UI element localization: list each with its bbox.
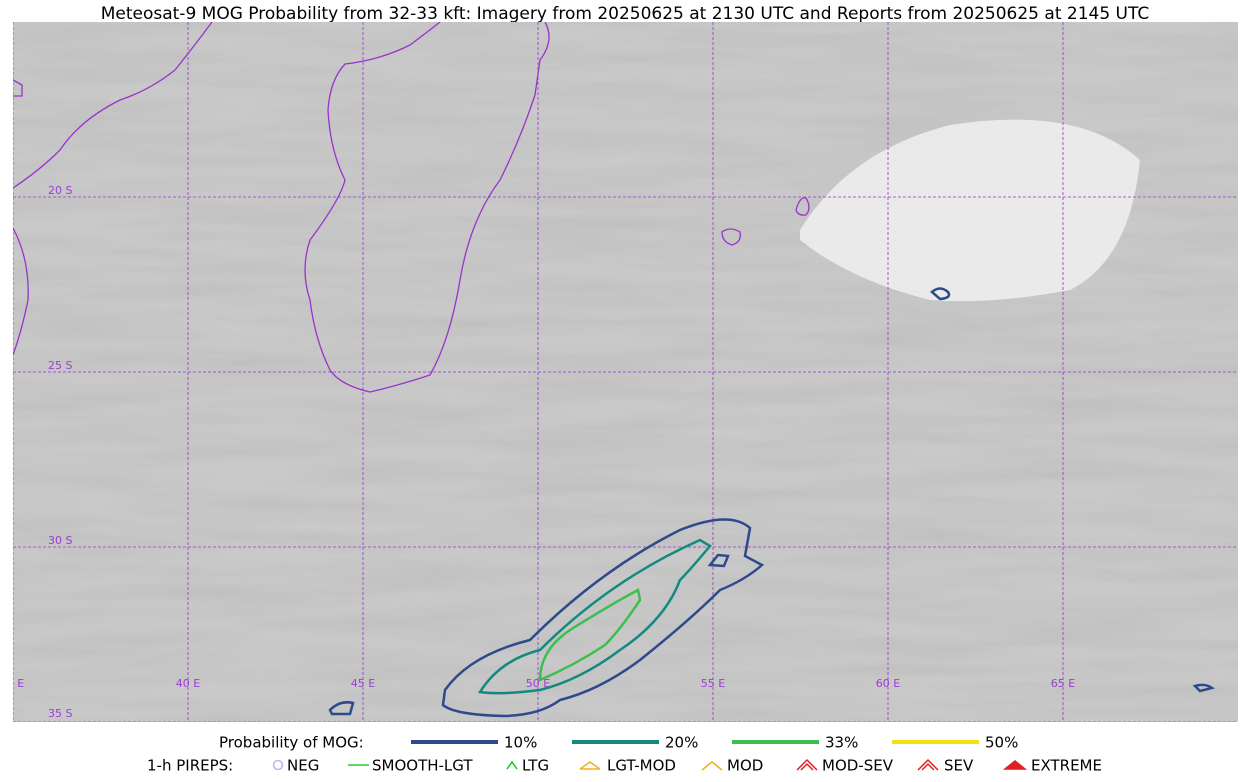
contour-10-sw <box>328 701 355 716</box>
contour-33 <box>538 588 642 682</box>
lon-label: 35 E <box>0 677 24 690</box>
pirep-icon <box>506 760 518 770</box>
lon-label: 65 E <box>1051 677 1075 690</box>
legend-label: SEV <box>944 757 974 775</box>
coastlines <box>13 22 810 393</box>
legend-label: 50% <box>985 734 1018 752</box>
legend-title: Probability of MOG: <box>219 734 364 752</box>
lat-label: 25 S <box>48 359 72 372</box>
legend-label: MOD <box>727 757 763 775</box>
coast-reunion <box>721 228 741 246</box>
contour-20 <box>477 538 712 695</box>
contour-10-small <box>707 553 730 568</box>
pirep-icon <box>701 761 723 771</box>
legend-label: NEG <box>287 757 319 775</box>
legend-label: LTG <box>522 757 549 775</box>
legend-label: 20% <box>665 734 698 752</box>
legend-label: 10% <box>504 734 537 752</box>
title: Meteosat-9 MOG Probability from 32-33 kf… <box>101 4 1150 24</box>
pirep-icon <box>1002 760 1028 770</box>
cloud-mass <box>800 119 1140 302</box>
pirep-icon <box>579 761 601 770</box>
lon-label: 40 E <box>176 677 200 690</box>
coast-islet <box>13 79 23 97</box>
contour-10 <box>441 518 765 718</box>
coast-africa-south <box>13 227 29 356</box>
legend-label: MOD-SEV <box>822 757 894 775</box>
pirep-icon <box>272 759 284 771</box>
lon-label: 45 E <box>351 677 375 690</box>
legend-label: 33% <box>825 734 858 752</box>
lon-label: 60 E <box>876 677 900 690</box>
legend-label: EXTREME <box>1031 757 1102 775</box>
coast-madagascar <box>304 22 550 393</box>
lat-label: 20 S <box>48 184 72 197</box>
map: 35 E 40 E 45 E 50 E 55 E 60 E 65 E 20 S 25 S 30 S… <box>0 22 1238 722</box>
contour-10-east <box>1192 683 1215 693</box>
legend-label: SMOOTH-LGT <box>372 757 473 775</box>
coast-mauritius <box>795 197 810 216</box>
legend-title: 1-h PIREPS: <box>147 757 233 775</box>
grid: 35 E 40 E 45 E 50 E 55 E 60 E 65 E 20 S 25 S 30 S… <box>0 22 1238 722</box>
legend: Probability of MOG: 10% 20% 33% 50% 1-h PIREP… <box>147 734 1102 775</box>
mog-contours <box>328 287 1215 718</box>
lat-label: 35 S <box>48 707 72 720</box>
pirep-icon <box>917 758 939 771</box>
contour-10-mauritius <box>930 287 951 301</box>
coast-africa <box>13 22 213 189</box>
lon-label: 50 E <box>526 677 550 690</box>
lat-label: 30 S <box>48 534 72 547</box>
legend-label: LGT-MOD <box>607 757 676 775</box>
lon-label: 55 E <box>701 677 725 690</box>
pirep-icon <box>796 758 818 771</box>
